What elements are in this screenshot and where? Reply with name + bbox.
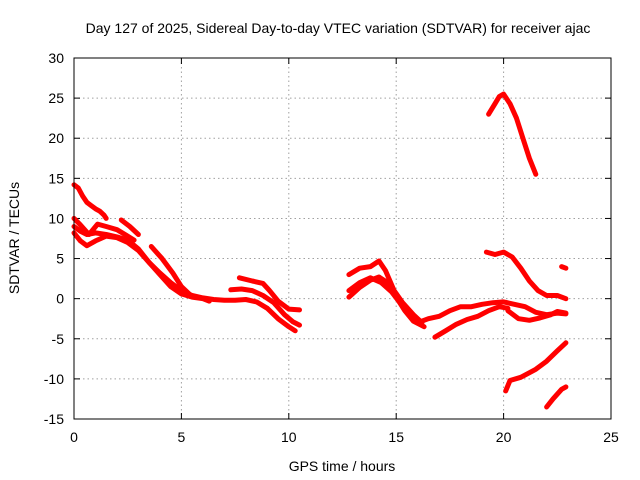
y-tick-label: 15: [48, 170, 64, 186]
y-tick-label: 30: [48, 50, 64, 66]
x-tick-label: 10: [281, 429, 297, 445]
x-tick-label: 15: [388, 429, 404, 445]
series-arc-18: [544, 384, 569, 410]
x-tick-label: 5: [178, 429, 186, 445]
series-arc-1: [71, 182, 109, 221]
axis-ticks: 0 5 10 15 20 25 -15 -10 -5 0 5 10 15 20 25 30: [44, 50, 619, 445]
series-arc-5: [118, 217, 141, 237]
series-arc-6: [148, 244, 193, 298]
y-tick-label: 5: [56, 251, 64, 267]
y-axis-label: SDTVAR / TECUs: [6, 182, 22, 294]
x-tick-label: 25: [603, 429, 619, 445]
series-arc-10: [346, 274, 427, 330]
y-tick-label: 25: [48, 90, 64, 106]
series-arc-15: [483, 249, 569, 302]
grid-lines: [74, 58, 611, 419]
x-tick-label: 0: [70, 429, 78, 445]
y-tick-label: 0: [56, 291, 64, 307]
series-arc-2: [71, 224, 298, 334]
y-tick-label: 10: [48, 210, 64, 226]
x-tick-label: 20: [496, 429, 512, 445]
y-tick-label: -5: [52, 331, 65, 347]
data-traces: [71, 91, 569, 410]
plot-frame: [73, 57, 612, 420]
series-arc-13: [432, 304, 511, 340]
series-arc-7: [236, 275, 302, 313]
series-arc-4: [71, 215, 137, 243]
series-arc-12: [415, 299, 569, 326]
series-arc-19: [559, 264, 569, 271]
y-tick-label: -10: [44, 371, 64, 387]
series-arc-16: [486, 91, 539, 177]
y-tick-label: -15: [44, 411, 64, 427]
series-arc-17: [503, 340, 569, 394]
y-tick-label: 20: [48, 130, 64, 146]
series-arc-11: [346, 275, 421, 324]
x-axis-label: GPS time / hours: [289, 458, 396, 474]
chart-title: Day 127 of 2025, Sidereal Day-to-day VTE…: [86, 20, 591, 36]
series-arc-8: [228, 286, 302, 328]
series-arc-14: [505, 308, 569, 323]
